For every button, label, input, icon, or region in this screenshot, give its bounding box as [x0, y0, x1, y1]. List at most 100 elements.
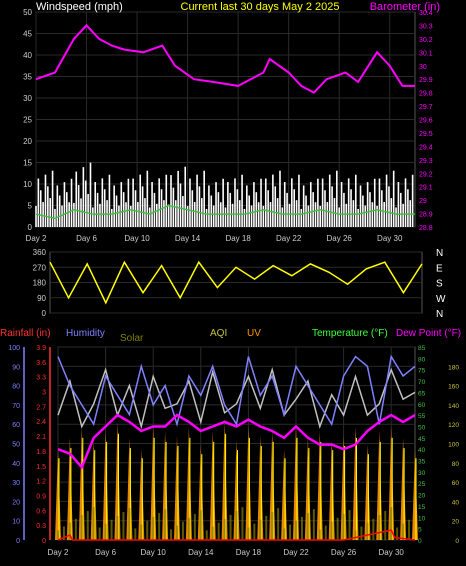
- rainfall-tick-label: 0.9: [36, 493, 46, 500]
- y2-tick-label: 28.9: [419, 212, 433, 219]
- rainfall-tick-label: 1.8: [36, 449, 46, 456]
- temperature-tick-label: 35: [418, 459, 426, 466]
- humidity-tick-label: 20: [12, 499, 20, 506]
- temperature-tick-label: 30: [418, 470, 426, 477]
- y2-tick-label: 30.4: [419, 10, 433, 17]
- compass-tick-label: S: [436, 279, 443, 290]
- rainfall-tick-label: 0.3: [36, 523, 46, 530]
- x-tick-label: Day 22: [283, 548, 309, 557]
- y2-tick-label: 30.3: [419, 23, 433, 30]
- y-tick-label: 0: [28, 223, 33, 232]
- x-tick-label: Day 14: [175, 234, 201, 243]
- y2-tick-label: 29.2: [419, 171, 433, 178]
- temperature-tick-label: 50: [418, 424, 426, 431]
- y2-tick-label: 29: [419, 198, 427, 205]
- humidity-tick-label: 10: [12, 519, 20, 526]
- y-tick-label: 270: [33, 263, 47, 272]
- humidity-tick-label: 30: [12, 480, 20, 487]
- aqi-tick-label: 120: [448, 422, 459, 429]
- temperature-tick-label: 65: [418, 390, 426, 397]
- temperature-tick-label: 0: [418, 538, 422, 545]
- y-tick-label: 90: [37, 294, 46, 303]
- y-tick-label: 360: [33, 248, 47, 257]
- x-tick-label: Day 14: [188, 548, 214, 557]
- y-tick-label: 50: [23, 8, 32, 17]
- rainfall-tick-label: 2.4: [36, 419, 46, 426]
- aqi-tick-label: 0: [455, 538, 459, 545]
- rainfall-tick-label: 3: [42, 390, 46, 397]
- x-tick-label: Day 2: [26, 234, 47, 243]
- temperature-tick-label: 15: [418, 504, 426, 511]
- x-tick-label: Day 6: [95, 548, 116, 557]
- temperature-tick-label: 70: [418, 379, 426, 386]
- temperature-tick-label: 25: [418, 481, 426, 488]
- windspeed-label: Windspeed (mph): [36, 1, 123, 13]
- x-tick-label: Day 26: [331, 548, 357, 557]
- humidity-tick-label: 40: [12, 461, 20, 468]
- aqi-tick-label: 80: [452, 461, 460, 468]
- humidity-tick-label: 90: [12, 364, 20, 371]
- rainfall-tick-label: 1.2: [36, 479, 46, 486]
- temperature-tick-label: 60: [418, 402, 426, 409]
- wind-speed-line: [35, 204, 415, 220]
- barometer-label: Barometer (in): [370, 1, 440, 13]
- rainfall-line: [57, 529, 416, 541]
- humidity-tick-label: 50: [12, 442, 20, 449]
- y2-tick-label: 28.8: [419, 225, 433, 232]
- rainfall-tick-label: 3.3: [36, 375, 46, 382]
- y-tick-label: 5: [28, 202, 33, 211]
- compass-tick-label: W: [436, 294, 446, 305]
- humidity-line: [57, 354, 416, 428]
- aqi-tick-label: 20: [452, 519, 460, 526]
- y-tick-label: 10: [23, 180, 32, 189]
- x-tick-label: Day 6: [76, 234, 97, 243]
- aqi-tick-label: 140: [448, 403, 459, 410]
- temperature-tick-label: 45: [418, 436, 426, 443]
- y2-tick-label: 29.9: [419, 77, 433, 84]
- rainfall-tick-label: 0.6: [36, 508, 46, 515]
- y2-tick-label: 30.1: [419, 50, 433, 57]
- temperature-tick-label: 85: [418, 345, 426, 352]
- temperature-tick-label: 20: [418, 493, 426, 500]
- compass-tick-label: N: [436, 309, 443, 320]
- compass-tick-label: E: [436, 263, 443, 274]
- y2-tick-label: 29.1: [419, 185, 433, 192]
- compass-tick-label: N: [436, 248, 443, 259]
- y-tick-label: 180: [33, 279, 47, 288]
- temperature-tick-label: 40: [418, 447, 426, 454]
- x-tick-label: Day 30: [379, 548, 405, 557]
- aqi-tick-label: 180: [448, 364, 459, 371]
- temperature-tick-label: 10: [418, 515, 426, 522]
- x-tick-label: Day 2: [48, 548, 69, 557]
- y2-tick-label: 29.4: [419, 144, 433, 151]
- y-tick-label: 45: [23, 30, 32, 39]
- humidity-tick-label: 100: [8, 345, 20, 352]
- y2-tick-label: 30.2: [419, 37, 433, 44]
- y2-tick-label: 29.8: [419, 91, 433, 98]
- x-tick-label: Day 30: [377, 234, 403, 243]
- y2-tick-label: 29.7: [419, 104, 433, 111]
- humidity-tick-label: 80: [12, 384, 20, 391]
- y-tick-label: 30: [23, 94, 32, 103]
- temperature-tick-label: 75: [418, 368, 426, 375]
- aqi-tick-label: 60: [452, 480, 460, 487]
- legend-temperature: Temperature (°F): [312, 328, 388, 339]
- dew-point-line: [57, 413, 416, 470]
- chart-title: Current last 30 days May 2 2025: [181, 1, 340, 13]
- legend-rainfall: Rainfall (in): [0, 328, 51, 339]
- rainfall-tick-label: 2.1: [36, 434, 46, 441]
- aqi-tick-label: 160: [448, 384, 459, 391]
- y2-tick-label: 29.6: [419, 118, 433, 125]
- legend-aqi: AQI: [210, 328, 227, 339]
- y2-tick-label: 29.3: [419, 158, 433, 165]
- humidity-tick-label: 0: [16, 538, 20, 545]
- legend-uv: UV: [247, 328, 261, 339]
- y-tick-label: 15: [23, 159, 32, 168]
- y2-tick-label: 29.5: [419, 131, 433, 138]
- rainfall-tick-label: 1.5: [36, 464, 46, 471]
- x-tick-label: Day 10: [141, 548, 167, 557]
- x-tick-label: Day 22: [276, 234, 302, 243]
- rainfall-tick-label: 0: [42, 538, 46, 545]
- x-tick-label: Day 26: [327, 234, 353, 243]
